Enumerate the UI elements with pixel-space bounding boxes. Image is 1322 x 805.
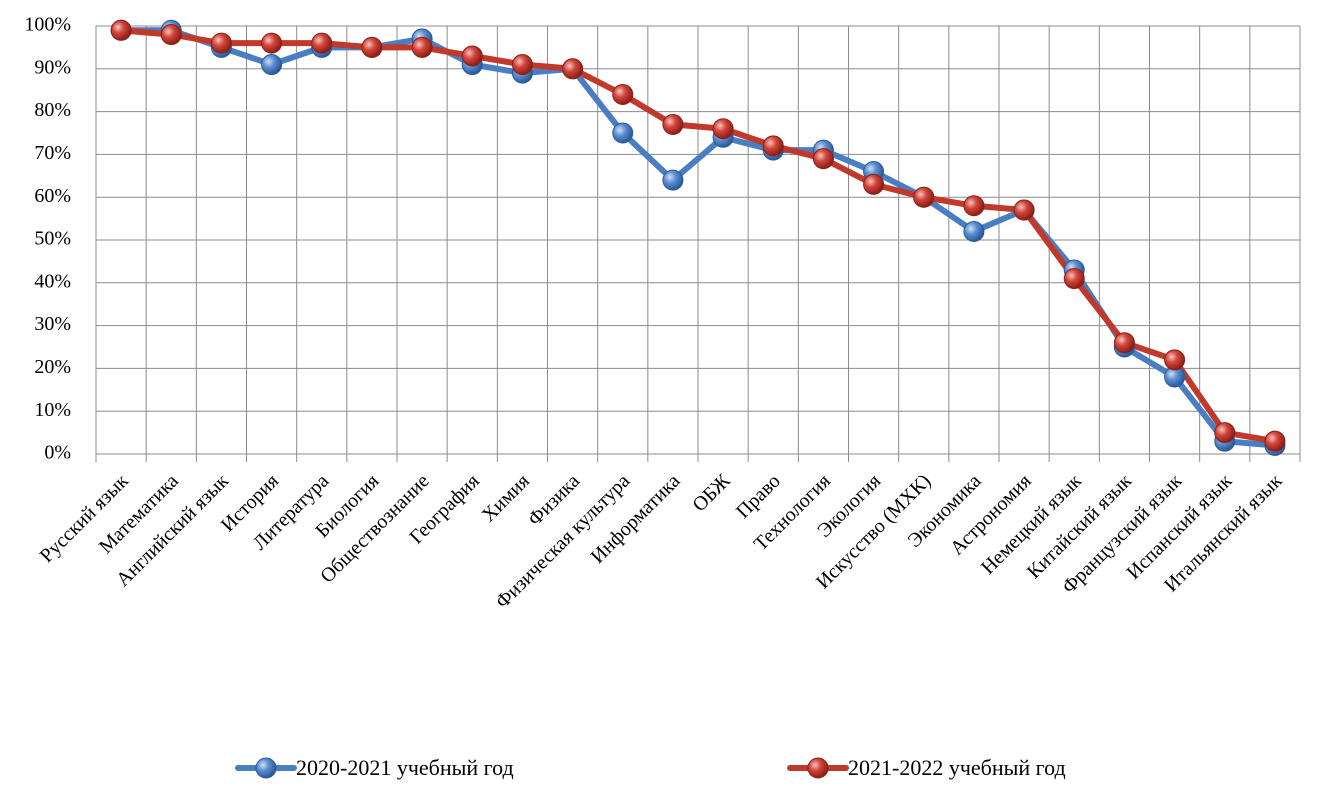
data-point xyxy=(612,122,634,144)
y-tick-label: 40% xyxy=(34,270,71,292)
data-point xyxy=(511,54,533,76)
data-point xyxy=(210,32,232,54)
y-tick-label: 50% xyxy=(34,228,71,250)
y-tick-label: 20% xyxy=(34,356,71,378)
y-axis-tick-labels: 0% 10% 20% 30% 40% 50% 60% 70% 80% 90% 100% xyxy=(24,14,71,464)
legend-marker xyxy=(255,757,277,779)
data-point xyxy=(863,173,885,195)
y-tick-label: 100% xyxy=(24,14,71,36)
x-tick-label: Информатика xyxy=(587,470,685,568)
data-point xyxy=(461,45,483,67)
data-point xyxy=(562,58,584,80)
data-point xyxy=(1164,349,1186,371)
data-point xyxy=(662,113,684,135)
data-point xyxy=(361,36,383,58)
y-tick-label: 10% xyxy=(34,399,71,421)
data-point xyxy=(311,32,333,54)
legend-label: 2021-2022 учебный год xyxy=(848,755,1066,780)
data-point xyxy=(612,83,634,105)
legend-label: 2020-2021 учебный год xyxy=(296,755,514,780)
data-point xyxy=(1113,332,1135,354)
data-point xyxy=(261,54,283,76)
data-point xyxy=(1264,430,1286,452)
y-tick-label: 30% xyxy=(34,313,71,335)
data-point xyxy=(160,24,182,46)
y-tick-label: 60% xyxy=(34,185,71,207)
data-point xyxy=(261,32,283,54)
data-point xyxy=(662,169,684,191)
legend-marker xyxy=(807,757,829,779)
data-point xyxy=(411,36,433,58)
data-point xyxy=(963,220,985,242)
x-tick-label: ОБЖ xyxy=(688,470,734,516)
plot-grid xyxy=(95,25,1301,462)
legend: 2020-2021 учебный год 2021-2022 учебный г… xyxy=(235,755,1066,780)
series-markers xyxy=(110,19,1286,456)
y-tick-label: 0% xyxy=(44,442,71,464)
data-point xyxy=(762,135,784,157)
data-point xyxy=(963,195,985,217)
data-point xyxy=(712,118,734,140)
data-point xyxy=(812,148,834,170)
data-point xyxy=(1214,422,1236,444)
data-point xyxy=(913,186,935,208)
y-tick-label: 90% xyxy=(34,56,71,78)
data-point xyxy=(1063,268,1085,290)
y-tick-label: 70% xyxy=(34,142,71,164)
data-point xyxy=(110,19,132,41)
y-tick-label: 80% xyxy=(34,99,71,121)
data-point xyxy=(1013,199,1035,221)
